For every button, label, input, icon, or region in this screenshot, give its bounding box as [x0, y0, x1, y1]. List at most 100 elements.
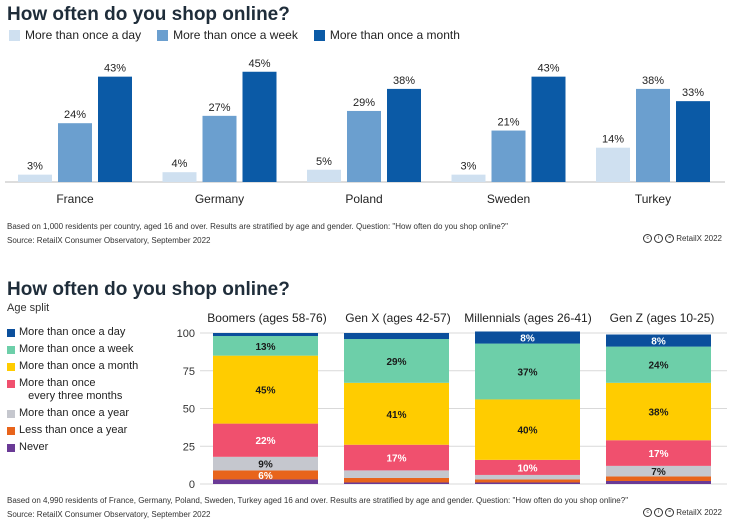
- legend-swatch: [7, 410, 15, 418]
- cc-icon: c: [643, 508, 653, 517]
- segment-label: 22%: [255, 436, 275, 447]
- segment-millennials-ages-26-41-never: [475, 482, 580, 484]
- legend-swatch: [9, 29, 20, 41]
- segment-gen-z-ages-10-25-more-than-once-a-day: [606, 334, 711, 347]
- license-top-text: RetailX 2022: [676, 234, 722, 243]
- segment-millennials-ages-26-41-more-than-once-every-three-months: [475, 459, 580, 475]
- segment-boomers-ages-58-76-more-than-once-a-day: [213, 333, 318, 337]
- category-label: France: [56, 192, 94, 206]
- segment-label: 8%: [651, 337, 666, 348]
- y-tick-label: 75: [183, 366, 195, 378]
- segment-label: 17%: [648, 449, 668, 460]
- bar-germany-more-than-once-a-month: [242, 71, 277, 182]
- segment-boomers-ages-58-76-more-than-once-a-year: [213, 456, 318, 471]
- segment-label: 10%: [517, 463, 537, 474]
- segment-millennials-ages-26-41-more-than-once-a-month: [475, 399, 580, 460]
- chart-title-bottom: How often do you shop online?: [7, 279, 290, 300]
- legend-swatch: [7, 444, 15, 452]
- segment-label: 40%: [517, 426, 537, 437]
- legend-item-more-than-once-every-three-months: More than once every three months: [7, 377, 138, 403]
- legend-item-more-than-once-a-week: More than once a week: [7, 343, 138, 356]
- nc-icon: =: [665, 508, 675, 517]
- legend-label: More than once a month: [329, 28, 460, 42]
- legend-swatch: [7, 380, 15, 388]
- chart-subtitle-bottom: Age split: [7, 302, 50, 314]
- legend-swatch: [7, 363, 15, 371]
- data-label: 3%: [27, 161, 43, 173]
- data-label: 21%: [497, 117, 519, 129]
- legend-label: More than once every three months: [19, 377, 123, 402]
- bar-turkey-more-than-once-a-day: [596, 147, 630, 182]
- segment-gen-x-ages-42-57-more-than-once-a-year: [344, 470, 449, 478]
- legend-label: More than once a day: [19, 326, 126, 338]
- segment-millennials-ages-26-41-more-than-once-a-day: [475, 331, 580, 344]
- source-bottom: Source: RetailX Consumer Observatory, Se…: [7, 510, 211, 519]
- bar-sweden-more-than-once-a-day: [451, 174, 486, 182]
- legend-swatch: [7, 346, 15, 354]
- legend-label: More than once a week: [19, 343, 134, 355]
- segment-millennials-ages-26-41-more-than-once-a-year: [475, 474, 580, 480]
- category-header: Gen Z (ages 10-25): [610, 311, 715, 325]
- bar-sweden-more-than-once-a-week: [491, 130, 526, 182]
- license-top: c i = RetailX 2022: [643, 234, 722, 243]
- bar-chart-countries: 3% 24% 43% France 4% 27% 45% Germany 5% 29% 38% Pol…: [5, 58, 725, 206]
- segment-label: 41%: [386, 410, 406, 421]
- bar-france-more-than-once-a-month: [98, 76, 132, 182]
- legend-swatch: [157, 29, 169, 41]
- segment-gen-x-ages-42-57-never: [344, 482, 449, 484]
- bar-sweden-more-than-once-a-month: [531, 76, 566, 182]
- legend-label: More than once a week: [173, 28, 298, 42]
- segment-label: 17%: [386, 454, 406, 465]
- legend-label: More than once a month: [19, 360, 139, 372]
- segment-label: 6%: [258, 471, 273, 482]
- data-label: 24%: [64, 109, 86, 121]
- segment-boomers-ages-58-76-more-than-once-a-week: [213, 336, 318, 356]
- segment-label: 8%: [520, 334, 535, 345]
- by-icon: i: [654, 508, 664, 517]
- segment-gen-z-ages-10-25-never: [606, 480, 711, 484]
- legend-swatch: [7, 329, 15, 337]
- data-label: 14%: [602, 134, 624, 146]
- category-label: Sweden: [487, 192, 530, 206]
- note-top: Based on 1,000 residents per country, ag…: [7, 222, 508, 231]
- legend-bottom: More than once a day More than once a wee…: [7, 326, 138, 458]
- segment-millennials-ages-26-41-less-than-once-a-year: [475, 479, 580, 483]
- legend-label: Less than once a year: [19, 424, 128, 436]
- segment-boomers-ages-58-76-less-than-once-a-year: [213, 470, 318, 480]
- data-label: 38%: [393, 75, 415, 87]
- segment-gen-x-ages-42-57-more-than-once-every-three-months: [344, 444, 449, 471]
- note-bottom: Based on 4,990 residents of France, Germ…: [7, 496, 629, 505]
- legend-top: More than once a day More than once a wee…: [9, 28, 460, 42]
- segment-label: 13%: [255, 342, 275, 353]
- legend-label: Never: [19, 441, 49, 453]
- data-label: 29%: [353, 97, 375, 109]
- data-label: 45%: [248, 58, 270, 70]
- data-label: 38%: [642, 75, 664, 87]
- cc-icon: c: [643, 234, 653, 243]
- bar-poland-more-than-once-a-month: [387, 88, 421, 182]
- segment-gen-x-ages-42-57-more-than-once-a-month: [344, 382, 449, 445]
- data-label: 43%: [537, 63, 559, 75]
- category-header: Millennials (ages 26-41): [464, 311, 591, 325]
- by-icon: i: [654, 234, 664, 243]
- legend-item-more-than-once-a-week: More than once a week: [157, 28, 298, 42]
- legend-swatch: [7, 427, 15, 435]
- data-label: 27%: [208, 102, 230, 114]
- legend-item-more-than-once-a-day: More than once a day: [9, 28, 141, 42]
- bar-germany-more-than-once-a-day: [162, 172, 197, 182]
- segment-gen-z-ages-10-25-more-than-once-a-year: [606, 465, 711, 477]
- license-bottom: c i = RetailX 2022: [643, 508, 722, 517]
- legend-item-more-than-once-a-day: More than once a day: [7, 326, 138, 339]
- data-label: 3%: [461, 161, 477, 173]
- legend-item-less-than-once-a-year: Less than once a year: [7, 424, 138, 437]
- category-label: Poland: [345, 192, 382, 206]
- bar-france-more-than-once-a-week: [58, 123, 92, 182]
- segment-label: 38%: [648, 408, 668, 419]
- segment-label: 45%: [255, 386, 275, 397]
- license-bottom-text: RetailX 2022: [676, 508, 722, 517]
- bar-poland-more-than-once-a-week: [347, 110, 381, 182]
- legend-item-more-than-once-a-month: More than once a month: [7, 360, 138, 373]
- y-tick-label: 25: [183, 441, 195, 453]
- segment-boomers-ages-58-76-more-than-once-every-three-months: [213, 423, 318, 457]
